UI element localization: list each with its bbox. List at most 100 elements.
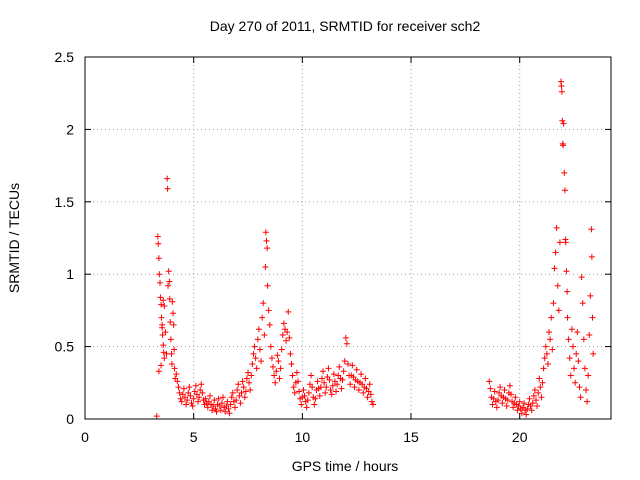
data-point	[272, 379, 279, 386]
data-point	[566, 355, 573, 362]
data-point	[581, 365, 588, 372]
data-point	[159, 321, 166, 328]
data-point	[226, 410, 233, 417]
data-point	[235, 381, 242, 388]
data-point	[530, 392, 537, 399]
data-point	[186, 384, 193, 391]
data-point	[246, 379, 253, 386]
data-point	[334, 381, 341, 388]
data-point	[562, 239, 569, 246]
data-point	[158, 362, 165, 369]
data-point	[222, 408, 229, 415]
data-point	[209, 407, 216, 414]
data-point	[213, 408, 220, 415]
data-point	[326, 376, 333, 383]
data-point	[195, 398, 202, 405]
data-point	[540, 365, 547, 372]
data-point	[166, 295, 173, 302]
data-point	[489, 401, 496, 408]
data-point	[234, 387, 241, 394]
data-point	[560, 120, 567, 127]
data-point	[283, 337, 290, 344]
data-point	[298, 401, 305, 408]
data-point	[367, 391, 374, 398]
data-point	[199, 389, 206, 396]
x-tick-label: 5	[190, 429, 198, 445]
chart-title: Day 270 of 2011, SRMTID for receiver sch…	[210, 18, 481, 34]
data-point	[248, 372, 255, 379]
y-tick-label: 1.5	[55, 194, 75, 210]
data-point	[580, 336, 587, 343]
data-point	[274, 352, 281, 359]
data-point	[524, 405, 531, 412]
y-tick-label: 0	[66, 411, 74, 427]
data-point	[224, 398, 231, 405]
data-point	[252, 355, 259, 362]
data-point	[239, 378, 246, 385]
data-point	[544, 360, 551, 367]
data-point	[345, 360, 351, 367]
data-point	[571, 365, 578, 372]
data-point	[278, 346, 285, 353]
data-point	[564, 314, 571, 321]
data-point	[309, 384, 316, 391]
data-point	[528, 407, 535, 414]
data-point	[588, 253, 595, 260]
data-point	[265, 307, 272, 314]
data-point	[255, 326, 262, 333]
data-point	[253, 365, 260, 372]
data-point	[162, 329, 169, 336]
data-point	[218, 400, 225, 407]
data-point	[276, 375, 283, 382]
data-point	[154, 233, 161, 240]
data-point	[564, 288, 571, 295]
data-point	[362, 375, 369, 382]
data-point	[526, 395, 533, 402]
data-point	[536, 375, 543, 382]
data-point	[569, 343, 576, 350]
data-point	[280, 320, 287, 327]
data-point	[584, 398, 591, 405]
data-point	[364, 394, 371, 401]
data-point	[340, 368, 347, 375]
data-point	[546, 329, 553, 336]
data-point	[503, 402, 510, 409]
data-point	[173, 371, 180, 378]
y-tick-label: 2.5	[55, 49, 75, 65]
data-point	[161, 303, 168, 310]
data-point	[229, 389, 236, 396]
data-point	[314, 378, 321, 385]
data-point	[254, 336, 261, 343]
data-point	[558, 82, 565, 89]
data-point	[304, 397, 311, 404]
data-point	[279, 332, 286, 339]
data-point	[251, 343, 258, 350]
data-point	[586, 332, 593, 339]
data-point	[165, 268, 172, 275]
data-point	[316, 392, 323, 399]
data-point	[190, 395, 197, 402]
data-point	[277, 365, 284, 372]
data-point	[548, 314, 555, 321]
data-point	[547, 336, 554, 343]
data-point	[176, 389, 183, 396]
data-point	[228, 394, 235, 401]
data-point	[529, 400, 536, 407]
data-point	[295, 378, 302, 385]
data-point	[369, 401, 376, 408]
data-point	[573, 350, 580, 357]
data-point	[349, 362, 356, 369]
data-point	[275, 358, 282, 365]
data-point	[322, 389, 329, 396]
y-tick-label: 0.5	[55, 339, 75, 355]
data-point	[327, 387, 334, 394]
data-point	[506, 382, 513, 389]
y-axis-label: SRMTID / TECUs	[6, 183, 22, 293]
data-point	[301, 392, 308, 399]
data-point	[360, 389, 367, 396]
data-point	[339, 376, 346, 383]
data-point	[168, 350, 175, 357]
data-point	[175, 384, 182, 391]
data-point	[338, 385, 345, 392]
